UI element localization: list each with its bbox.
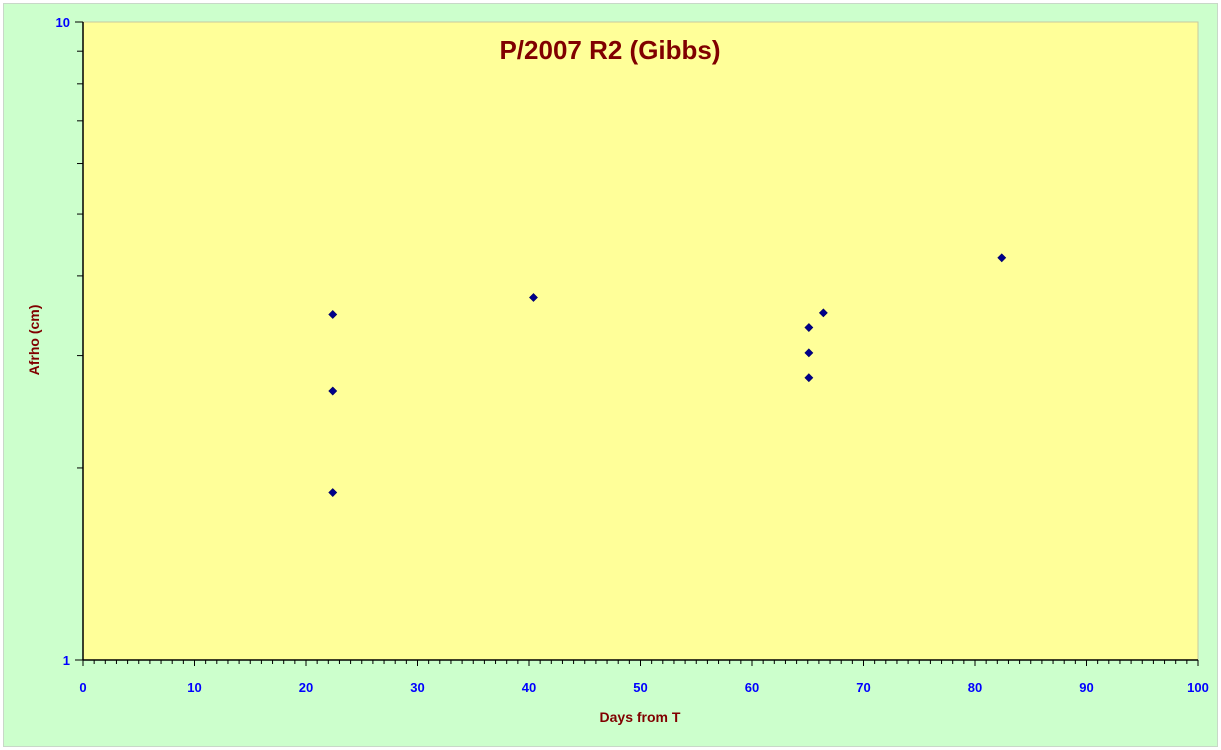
data-point: [529, 293, 538, 302]
x-tick-label: 100: [1187, 680, 1209, 695]
x-axis-title: Days from T: [600, 709, 681, 725]
data-point: [997, 253, 1007, 263]
x-tick-label: 70: [856, 680, 870, 695]
data-point: [804, 348, 814, 358]
x-tick-label: 40: [522, 680, 536, 695]
x-tick-label: 50: [633, 680, 647, 695]
x-tick-label: 80: [968, 680, 982, 695]
data-points: [328, 253, 1007, 497]
data-point: [328, 386, 338, 396]
y-tick-label: 10: [56, 15, 70, 30]
x-tick-label: 0: [79, 680, 86, 695]
chart-title: P/2007 R2 (Gibbs): [499, 35, 720, 65]
x-tick-label: 20: [299, 680, 313, 695]
data-point: [818, 308, 828, 318]
y-tick-label: 1: [63, 653, 70, 668]
data-point: [804, 323, 814, 332]
y-axis-ticks: 1 10: [56, 15, 83, 668]
x-axis-ticks: 0 10 20 30 40 50 60 70 80 90 100: [79, 660, 1209, 695]
x-tick-label: 30: [410, 680, 424, 695]
x-tick-label: 60: [745, 680, 759, 695]
data-point: [804, 373, 814, 383]
plot-area: [82, 21, 1199, 661]
data-point: [328, 310, 338, 319]
x-tick-label: 90: [1079, 680, 1093, 695]
x-tick-label: 10: [187, 680, 201, 695]
y-axis-title: Afrho (cm): [26, 305, 42, 376]
data-point: [328, 488, 338, 497]
